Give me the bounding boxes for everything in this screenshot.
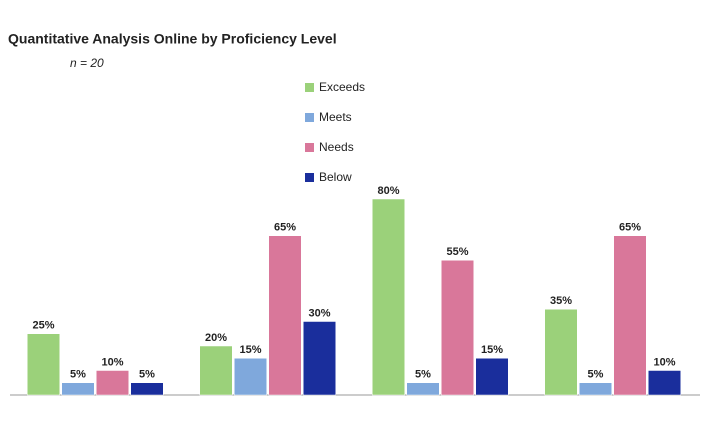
legend-label: Exceeds bbox=[319, 80, 365, 94]
value-label: 15% bbox=[481, 344, 503, 356]
legend-label: Meets bbox=[319, 110, 352, 124]
bar bbox=[199, 345, 233, 396]
value-label: 25% bbox=[32, 320, 54, 332]
legend-swatch bbox=[305, 173, 314, 182]
bar bbox=[61, 382, 95, 396]
bar bbox=[303, 321, 336, 396]
bar bbox=[234, 358, 267, 396]
bar bbox=[648, 370, 681, 396]
bar bbox=[406, 382, 440, 396]
bar bbox=[544, 309, 578, 396]
bar bbox=[613, 235, 647, 396]
value-label: 65% bbox=[619, 222, 641, 234]
value-label: 20% bbox=[205, 332, 227, 344]
value-label: 5% bbox=[139, 369, 155, 381]
legend-swatch bbox=[305, 83, 314, 92]
value-label: 30% bbox=[308, 307, 330, 319]
value-label: 5% bbox=[415, 369, 431, 381]
legend-label: Below bbox=[319, 170, 352, 184]
bar bbox=[372, 198, 405, 396]
bar bbox=[130, 382, 164, 396]
legend-label: Needs bbox=[319, 140, 354, 154]
bar bbox=[441, 260, 474, 396]
bar bbox=[579, 382, 612, 396]
bar bbox=[96, 370, 129, 396]
value-label: 55% bbox=[446, 246, 468, 258]
chart-title: Quantitative Analysis Online by Proficie… bbox=[8, 31, 337, 47]
value-label: 80% bbox=[377, 185, 399, 197]
legend-swatch bbox=[305, 143, 314, 152]
value-label: 5% bbox=[588, 369, 604, 381]
value-label: 35% bbox=[550, 295, 572, 307]
value-label: 5% bbox=[70, 369, 86, 381]
chart-subtitle: n = 20 bbox=[70, 56, 104, 70]
bar bbox=[475, 358, 509, 396]
bar bbox=[268, 235, 302, 396]
value-label: 10% bbox=[101, 356, 123, 368]
value-label: 65% bbox=[274, 222, 296, 234]
value-label: 15% bbox=[239, 344, 261, 356]
bar bbox=[27, 333, 60, 396]
value-label: 10% bbox=[653, 356, 675, 368]
legend-swatch bbox=[305, 113, 314, 122]
